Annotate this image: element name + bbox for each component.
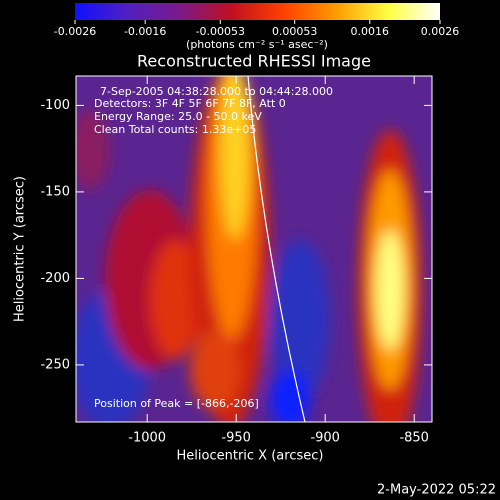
annotation: Clean Total counts: 1.33e+05 bbox=[94, 123, 256, 136]
y-tick-label: -200 bbox=[40, 271, 70, 286]
annotation: 7-Sep-2005 04:38:28.000 to 04:44:28.000 bbox=[100, 85, 333, 98]
chart-title: Reconstructed RHESSI Image bbox=[137, 52, 371, 71]
colorbar-tick-label: -0.0016 bbox=[124, 25, 166, 38]
x-axis-label: Heliocentric X (arcsec) bbox=[177, 449, 324, 464]
colorbar-tick-label: 0.0016 bbox=[351, 25, 390, 38]
y-axis-label: Heliocentric Y (arcsec) bbox=[13, 176, 28, 322]
image bbox=[76, 76, 432, 422]
plot-frame bbox=[75, 75, 433, 423]
footer: 2-May-2022 05:22 bbox=[377, 483, 496, 498]
annotation: Position of Peak = [-866,-206] bbox=[94, 397, 259, 410]
colorbar-tick-label: -0.00053 bbox=[196, 25, 245, 38]
annotation: Detectors: 3F 4F 5F 6F 7F 8F, Att 0 bbox=[94, 97, 286, 110]
colorbar-tick-label: -0.0026 bbox=[54, 25, 96, 38]
x-tick-label: -950 bbox=[221, 431, 251, 446]
x-tick-label: -900 bbox=[310, 431, 340, 446]
colorbar-label: (photons cm⁻² s⁻¹ asec⁻²) bbox=[186, 38, 328, 51]
x-tick-label: -850 bbox=[399, 431, 429, 446]
x-tick-label: -1000 bbox=[128, 431, 166, 446]
y-tick-label: -250 bbox=[40, 357, 70, 372]
y-tick-label: -150 bbox=[40, 184, 70, 199]
colorbar-tick-label: 0.00053 bbox=[272, 25, 318, 38]
colorbar bbox=[75, 3, 440, 20]
annotation: Energy Range: 25.0 - 50.0 keV bbox=[94, 110, 262, 123]
colorbar-tick-label: 0.0026 bbox=[421, 25, 460, 38]
y-tick-label: -100 bbox=[40, 98, 70, 113]
